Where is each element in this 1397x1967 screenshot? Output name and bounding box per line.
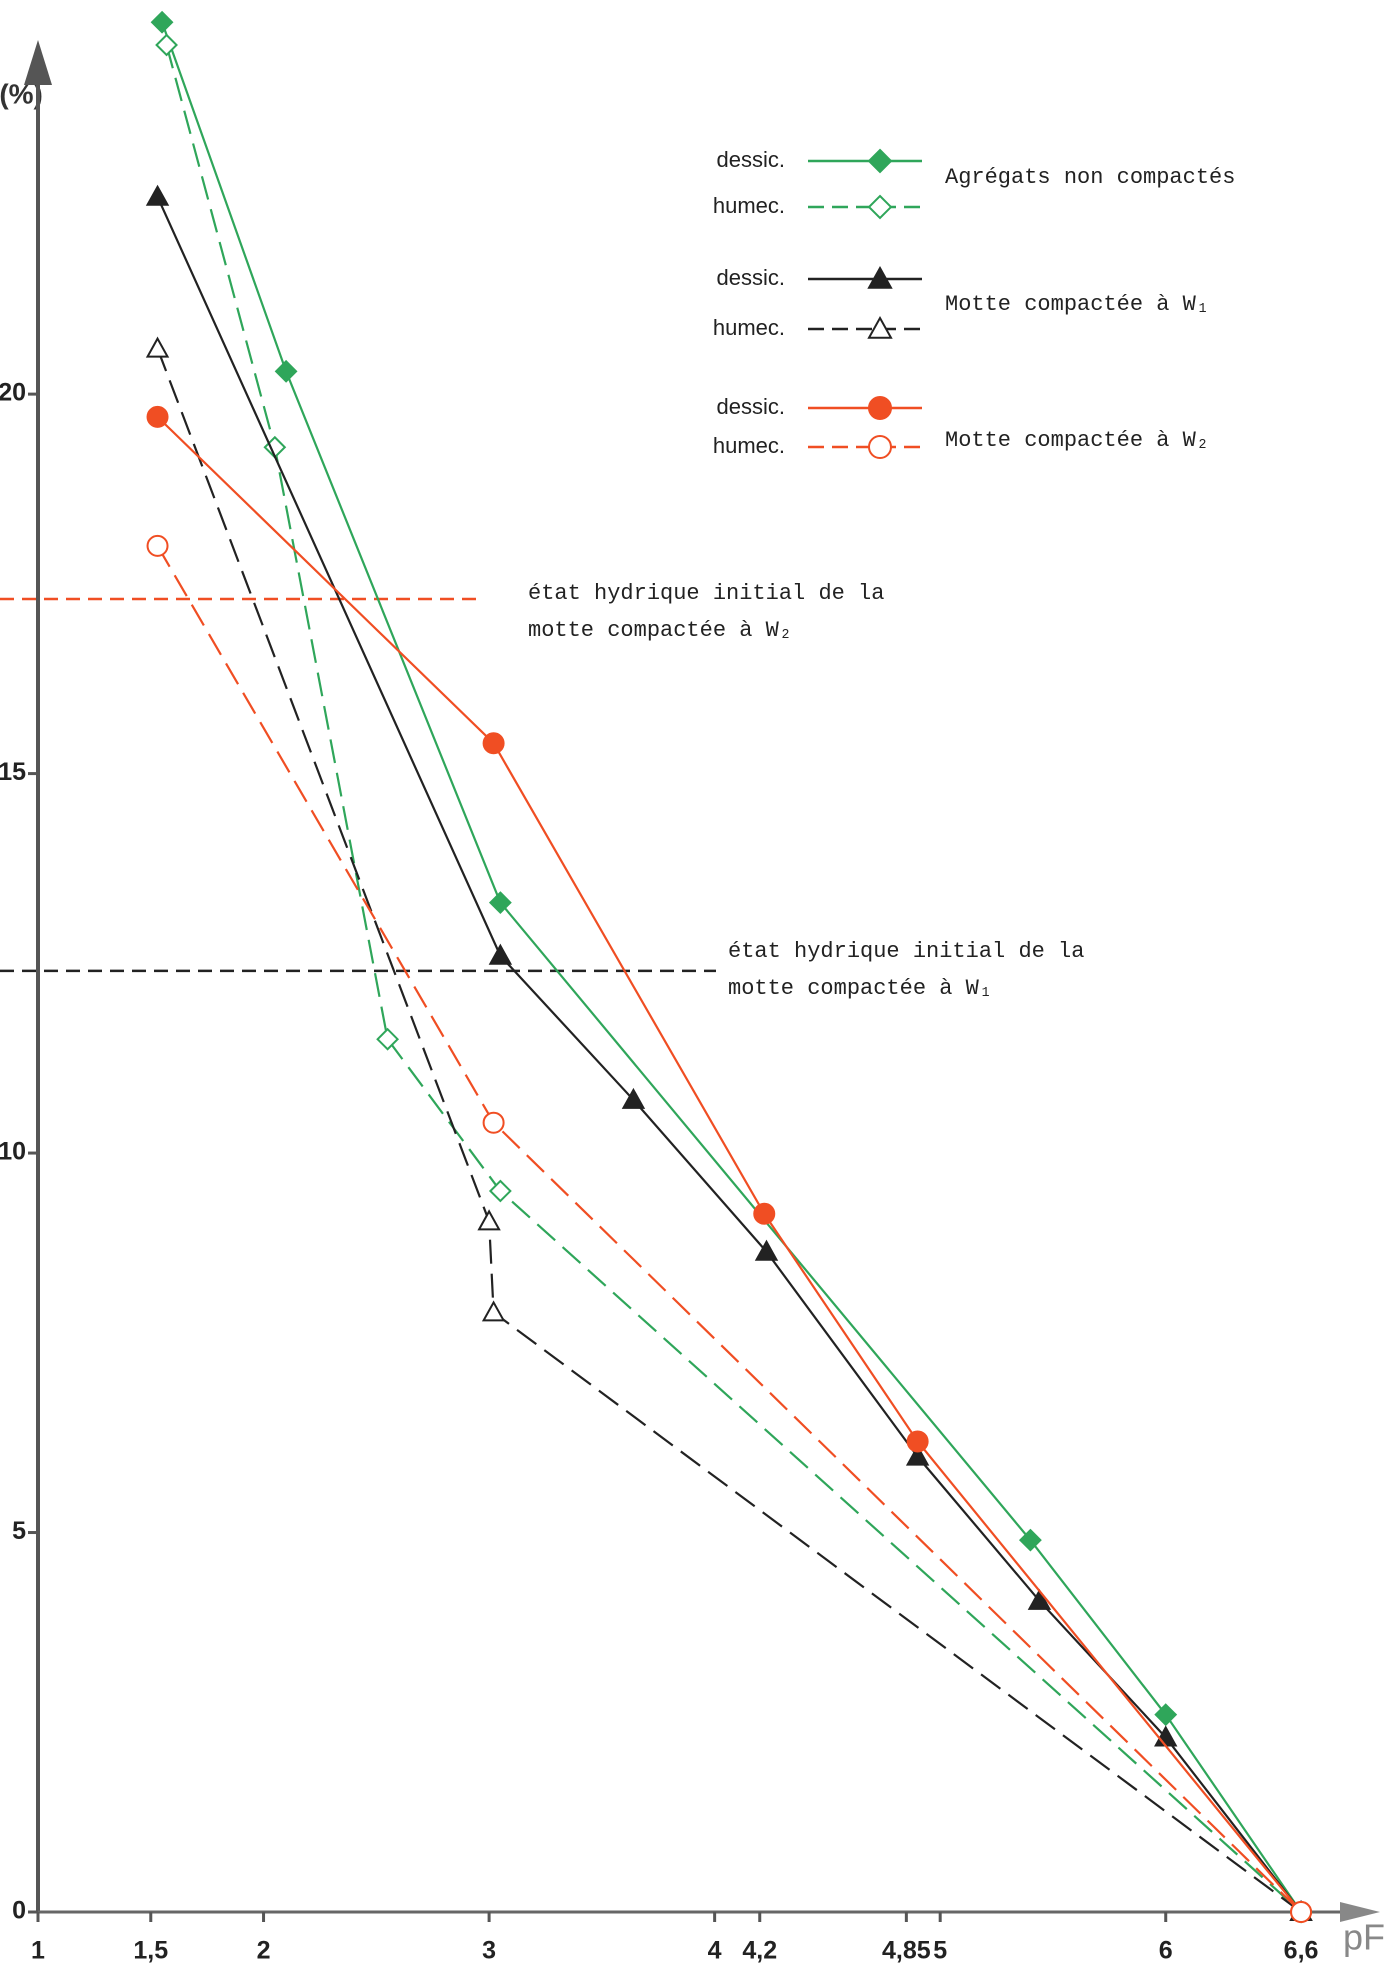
legend-label: dessic. <box>717 147 785 172</box>
legend-group: Motte compactée à W₁ <box>945 292 1209 317</box>
marker <box>1027 1588 1052 1610</box>
marker <box>867 194 893 220</box>
annotation: motte compactée à W₂ <box>528 618 792 643</box>
marker <box>274 359 298 383</box>
x-tick-label: 4,2 <box>742 1937 777 1965</box>
marker <box>488 943 513 965</box>
x-tick-label: 2 <box>257 1937 271 1965</box>
marker <box>376 1027 400 1051</box>
legend-group: Agrégats non compactés <box>945 165 1235 190</box>
marker <box>905 1444 930 1466</box>
x-tick-label: 4 <box>708 1937 722 1965</box>
annotation: état hydrique initial de la <box>528 581 884 606</box>
y-tick-label: 20 <box>0 379 26 407</box>
marker <box>481 1300 506 1322</box>
marker <box>145 184 170 206</box>
x-tick-label: 1,5 <box>133 1937 168 1965</box>
x-tick-label: 4,85 <box>882 1937 931 1965</box>
marker <box>488 1179 512 1203</box>
marker <box>867 265 893 289</box>
legend-label: dessic. <box>717 265 785 290</box>
legend-label: dessic. <box>717 394 785 419</box>
marker <box>1018 1528 1042 1552</box>
marker <box>621 1087 646 1109</box>
x-tick-label: 3 <box>482 1937 496 1965</box>
marker <box>868 396 892 420</box>
marker <box>868 435 892 459</box>
x-axis-arrow <box>1340 1902 1380 1922</box>
x-tick-label: 6,6 <box>1284 1937 1319 1965</box>
marker <box>482 1111 505 1134</box>
annotation: état hydrique initial de la <box>728 939 1084 964</box>
marker <box>1154 1703 1178 1727</box>
y-tick-label: 0 <box>12 1897 26 1925</box>
marker <box>477 1209 501 1231</box>
x-tick-label: 5 <box>933 1937 947 1965</box>
marker <box>482 732 505 755</box>
series-line <box>156 196 1302 1913</box>
legend-label: humec. <box>713 433 785 458</box>
legend-label: humec. <box>713 193 785 218</box>
marker <box>150 10 174 34</box>
annotation: motte compactée à W₁ <box>728 976 992 1001</box>
legend-label: humec. <box>713 315 785 340</box>
marker <box>867 315 893 339</box>
x-axis-label: pF <box>1343 1917 1385 1958</box>
series-line <box>156 545 1302 1913</box>
marker <box>754 1239 779 1261</box>
marker <box>155 33 178 57</box>
legend-group: Motte compactée à W₂ <box>945 428 1209 453</box>
marker <box>146 405 169 428</box>
y-tick-label: 15 <box>0 758 26 786</box>
marker <box>906 1430 929 1453</box>
y-axis-arrow <box>24 40 52 85</box>
marker <box>1290 1901 1313 1923</box>
x-tick-label: 1 <box>31 1937 45 1965</box>
marker <box>867 148 893 174</box>
marker <box>145 336 170 358</box>
marker <box>146 534 169 557</box>
y-tick-label: 5 <box>12 1517 26 1545</box>
series-line <box>165 44 1302 1913</box>
marker <box>488 891 512 915</box>
x-tick-label: 6 <box>1159 1937 1173 1965</box>
y-tick-label: 10 <box>0 1138 26 1166</box>
marker <box>753 1202 776 1225</box>
